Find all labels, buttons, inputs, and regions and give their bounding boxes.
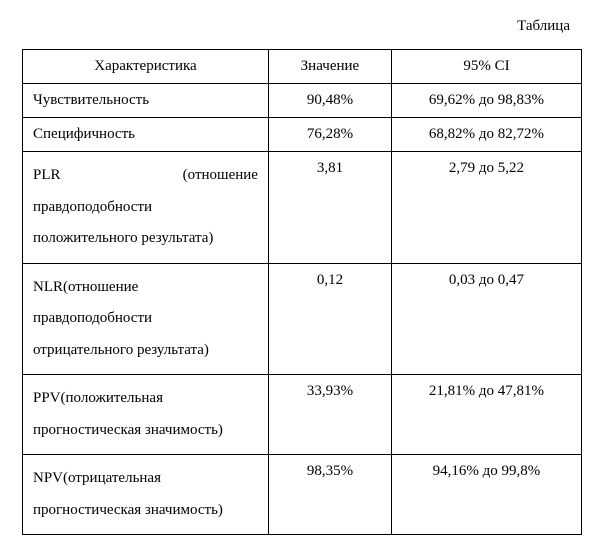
char-line: PPV(положительная <box>33 383 258 415</box>
cell-ci: 68,82% до 82,72% <box>391 118 581 152</box>
char-line: прогностическая значимость) <box>33 495 258 527</box>
cell-value: 76,28% <box>268 118 391 152</box>
table-row: PLR (отношение правдоподобности положите… <box>23 152 582 264</box>
char-part: PLR <box>33 167 61 183</box>
char-line: PLR (отношение <box>33 160 258 192</box>
cell-ci: 94,16% до 99,8% <box>391 455 581 535</box>
char-line: положительного результата) <box>33 223 258 255</box>
cell-characteristic: NLR(отношение правдоподобности отрицател… <box>23 263 269 375</box>
cell-value: 3,81 <box>268 152 391 264</box>
table-row: Специфичность 76,28% 68,82% до 82,72% <box>23 118 582 152</box>
cell-characteristic: Чувствительность <box>23 84 269 118</box>
cell-characteristic: NPV(отрицательная прогностическая значим… <box>23 455 269 535</box>
header-value: Значение <box>268 50 391 84</box>
cell-ci: 69,62% до 98,83% <box>391 84 581 118</box>
cell-ci: 0,03 до 0,47 <box>391 263 581 375</box>
table-row: NPV(отрицательная прогностическая значим… <box>23 455 582 535</box>
cell-value: 33,93% <box>268 375 391 455</box>
table-row: PPV(положительная прогностическая значим… <box>23 375 582 455</box>
char-part: (отношение <box>183 167 258 183</box>
char-line: NLR(отношение <box>33 272 258 304</box>
char-line: прогностическая значимость) <box>33 415 258 447</box>
table-row: NLR(отношение правдоподобности отрицател… <box>23 263 582 375</box>
metrics-table: Характеристика Значение 95% CI Чувствите… <box>22 49 582 535</box>
char-line: правдоподобности <box>33 192 258 224</box>
cell-ci: 21,81% до 47,81% <box>391 375 581 455</box>
cell-characteristic: Специфичность <box>23 118 269 152</box>
cell-ci: 2,79 до 5,22 <box>391 152 581 264</box>
cell-characteristic: PPV(положительная прогностическая значим… <box>23 375 269 455</box>
table-row: Чувствительность 90,48% 69,62% до 98,83% <box>23 84 582 118</box>
cell-characteristic: PLR (отношение правдоподобности положите… <box>23 152 269 264</box>
cell-value: 90,48% <box>268 84 391 118</box>
char-line: отрицательного результата) <box>33 335 258 367</box>
table-title: Таблица <box>22 18 582 35</box>
header-characteristic: Характеристика <box>23 50 269 84</box>
cell-value: 0,12 <box>268 263 391 375</box>
char-line: правдоподобности <box>33 303 258 335</box>
table-header-row: Характеристика Значение 95% CI <box>23 50 582 84</box>
header-ci: 95% CI <box>391 50 581 84</box>
cell-value: 98,35% <box>268 455 391 535</box>
char-line: NPV(отрицательная <box>33 463 258 495</box>
